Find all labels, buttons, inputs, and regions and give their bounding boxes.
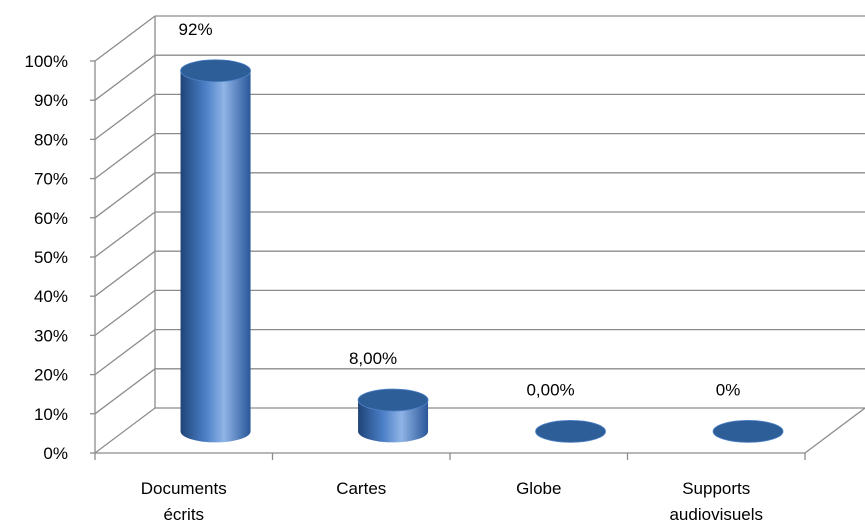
gridline-side <box>94 407 156 454</box>
gridline-side <box>94 93 156 140</box>
y-tick-label: 70% <box>34 170 68 189</box>
category-label: Supports audiovisuels <box>669 479 763 524</box>
category-labels: Documents écrits Cartes Globe Supports audiov… <box>141 479 763 524</box>
data-label: 0,00% <box>526 380 574 399</box>
bar-body <box>180 70 251 443</box>
floor-edge <box>804 407 865 454</box>
gridline-side <box>94 368 156 415</box>
y-tick-label: 60% <box>34 209 68 228</box>
gridline-side <box>94 133 156 180</box>
y-tick-label: 100% <box>25 52 68 71</box>
axes <box>90 16 865 460</box>
bar-body <box>358 400 429 443</box>
y-tick-label: 50% <box>34 248 68 267</box>
gridlines <box>94 15 865 454</box>
bar <box>712 419 784 443</box>
bars <box>180 59 784 443</box>
category-label: Documents écrits <box>141 479 227 524</box>
bar-top <box>357 388 429 412</box>
category-label: Globe <box>516 479 561 498</box>
y-tick-label: 80% <box>34 130 68 149</box>
gridline-side <box>94 289 156 336</box>
bar <box>357 388 429 443</box>
bar <box>535 419 606 443</box>
y-tick-label: 10% <box>34 405 68 424</box>
y-tick-label: 30% <box>34 326 68 345</box>
y-tick-label: 90% <box>34 91 68 110</box>
gridline-side <box>94 329 156 376</box>
bar <box>180 59 251 443</box>
data-label: 8,00% <box>349 349 397 368</box>
gridline-side <box>94 211 156 258</box>
data-label: 92% <box>179 20 213 39</box>
bar-top <box>180 59 251 83</box>
y-axis-tick-labels: 0% 10% 20% 30% 40% 50% 60% 70% 80% 90% 100% <box>25 52 68 463</box>
y-tick-label: 0% <box>43 444 68 463</box>
gridline-side <box>94 172 156 219</box>
gridline-side <box>94 54 156 101</box>
data-label: 0% <box>716 380 741 399</box>
bar-top <box>712 419 784 443</box>
y-tick-label: 20% <box>34 366 68 385</box>
bar-top <box>535 419 606 443</box>
gridline-side <box>94 250 156 297</box>
y-tick-label: 40% <box>34 287 68 306</box>
category-label: Cartes <box>336 479 386 498</box>
data-labels: 92% 8,00% 0,00% 0% <box>179 20 741 400</box>
gridline-side <box>94 15 156 62</box>
